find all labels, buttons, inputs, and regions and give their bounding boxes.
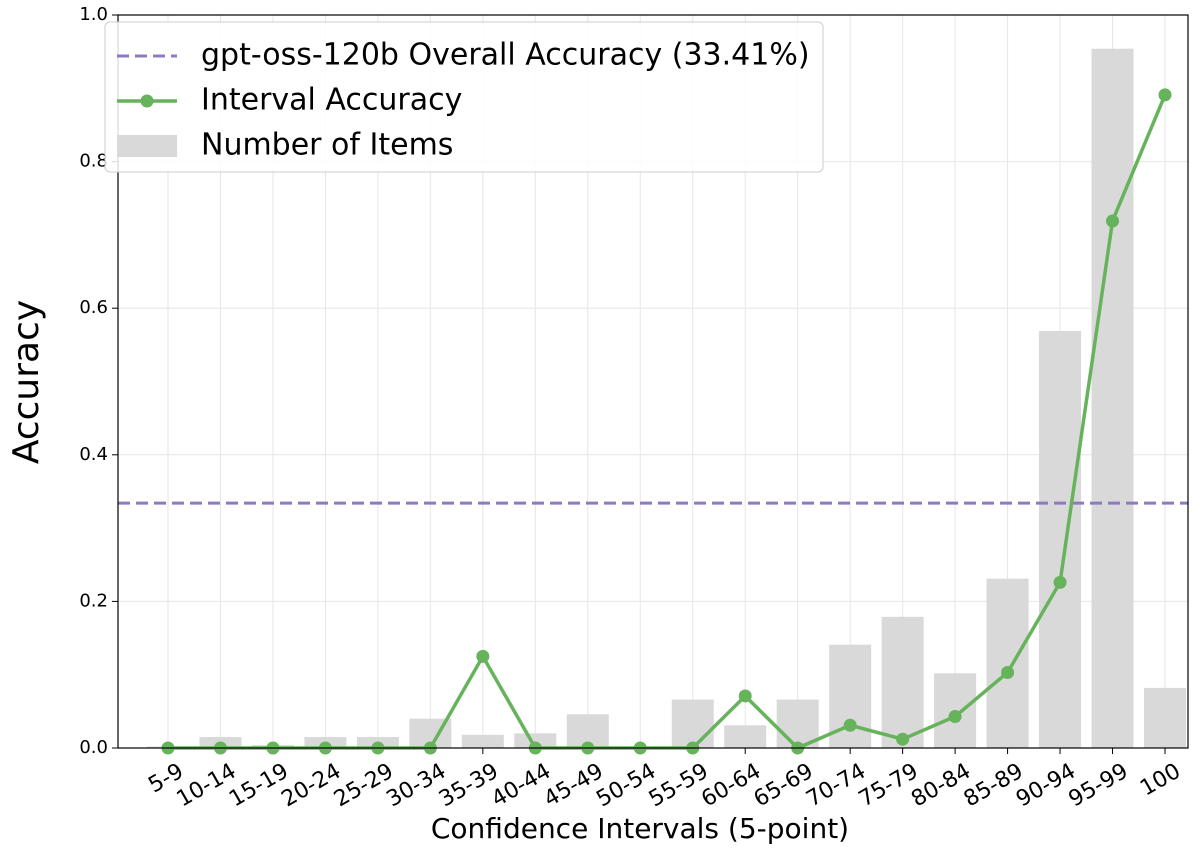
legend-box — [104, 21, 824, 173]
marker — [1001, 666, 1015, 680]
marker — [1106, 214, 1120, 228]
bar — [881, 616, 924, 748]
marker — [1158, 88, 1172, 102]
bar — [1039, 330, 1082, 748]
bar — [1091, 48, 1134, 748]
x-tick-label: 85-89 — [960, 759, 1028, 813]
x-tick-label: 90-94 — [1012, 759, 1080, 813]
x-tick-label: 25-29 — [330, 759, 398, 813]
x-tick-label: 15-19 — [225, 759, 293, 813]
y-axis-label: Accuracy — [6, 300, 47, 464]
x-tick-label: 95-99 — [1065, 759, 1133, 813]
marker — [896, 732, 910, 746]
bar — [514, 733, 557, 748]
x-tick-label: 100 — [1136, 759, 1185, 802]
legend-label: gpt-oss-120b Overall Accuracy (33.41%) — [201, 38, 810, 73]
legend-marker — [140, 94, 154, 108]
y-tick-label: 0.4 — [79, 444, 108, 465]
marker — [843, 718, 857, 732]
plot-frame — [117, 14, 1189, 749]
bar — [671, 699, 714, 748]
x-axis-label: Confidence Intervals (5-point) — [431, 812, 849, 845]
marker — [738, 689, 752, 703]
bar — [1144, 687, 1186, 748]
x-tick-label: 75-79 — [855, 759, 923, 813]
marker — [476, 649, 490, 663]
x-tick-label: 55-59 — [645, 759, 713, 813]
x-tick-label: 35-39 — [435, 759, 503, 813]
x-tick-label: 80-84 — [907, 759, 975, 813]
x-tick-label: 60-64 — [697, 759, 765, 813]
bar — [776, 699, 819, 748]
legend-label: Interval Accuracy — [201, 83, 462, 118]
marker — [1053, 575, 1067, 589]
bar — [461, 734, 504, 748]
y-tick-label: 0.6 — [79, 297, 108, 318]
x-tick-label: 10-14 — [173, 759, 241, 813]
x-tick-label: 45-49 — [540, 759, 608, 813]
x-tick-label: 40-44 — [487, 759, 555, 813]
legend-label: Number of Items — [201, 128, 453, 163]
marker — [948, 709, 962, 723]
y-tick-label: 1.0 — [79, 4, 108, 25]
x-tick-label: 50-54 — [592, 759, 660, 813]
bar — [986, 578, 1029, 748]
y-tick-label: 0.8 — [79, 151, 108, 172]
x-tick-label: 30-34 — [382, 759, 450, 813]
x-tick-label: 20-24 — [278, 759, 346, 813]
y-tick-label: 0.0 — [79, 737, 108, 758]
y-tick-label: 0.2 — [79, 590, 108, 611]
x-tick-label: 70-74 — [802, 759, 870, 813]
legend-swatch — [117, 135, 177, 157]
x-tick-label: 65-69 — [750, 759, 818, 813]
bar — [724, 725, 767, 748]
